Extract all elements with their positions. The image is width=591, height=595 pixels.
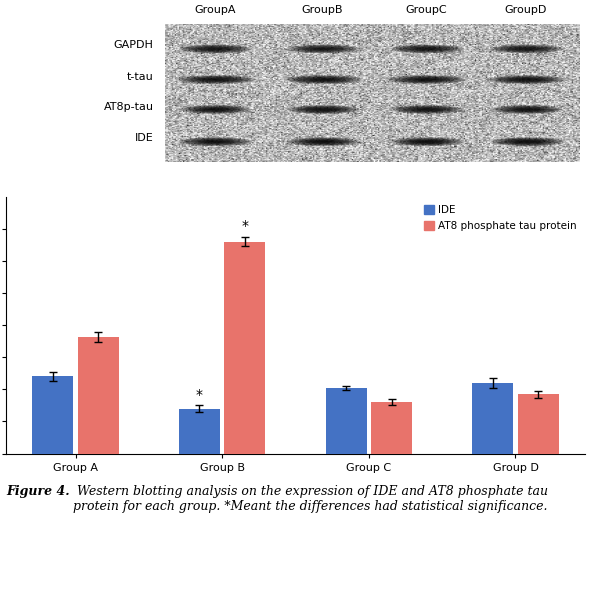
Text: Western blotting analysis on the expression of IDE and AT8 phosphate tau protein: Western blotting analysis on the express…: [73, 485, 547, 513]
Text: *: *: [196, 387, 203, 402]
Bar: [77, 337, 119, 453]
Text: IDE: IDE: [135, 133, 154, 143]
Bar: [326, 388, 366, 453]
Text: GroupA: GroupA: [194, 5, 236, 15]
Bar: [371, 402, 412, 453]
Text: GroupB: GroupB: [302, 5, 343, 15]
Text: GAPDH: GAPDH: [113, 40, 154, 50]
Text: *: *: [241, 219, 248, 233]
Text: GroupD: GroupD: [504, 5, 547, 15]
Text: Figure 4.: Figure 4.: [6, 485, 70, 497]
Bar: [179, 409, 220, 453]
Text: t-tau: t-tau: [127, 72, 154, 82]
Bar: [518, 394, 558, 453]
Bar: [225, 242, 265, 453]
Text: GroupC: GroupC: [405, 5, 447, 15]
Bar: [33, 377, 73, 453]
Text: AT8p-tau: AT8p-tau: [103, 102, 154, 112]
Legend: IDE, AT8 phosphate tau protein: IDE, AT8 phosphate tau protein: [420, 202, 580, 234]
Bar: [472, 383, 514, 453]
